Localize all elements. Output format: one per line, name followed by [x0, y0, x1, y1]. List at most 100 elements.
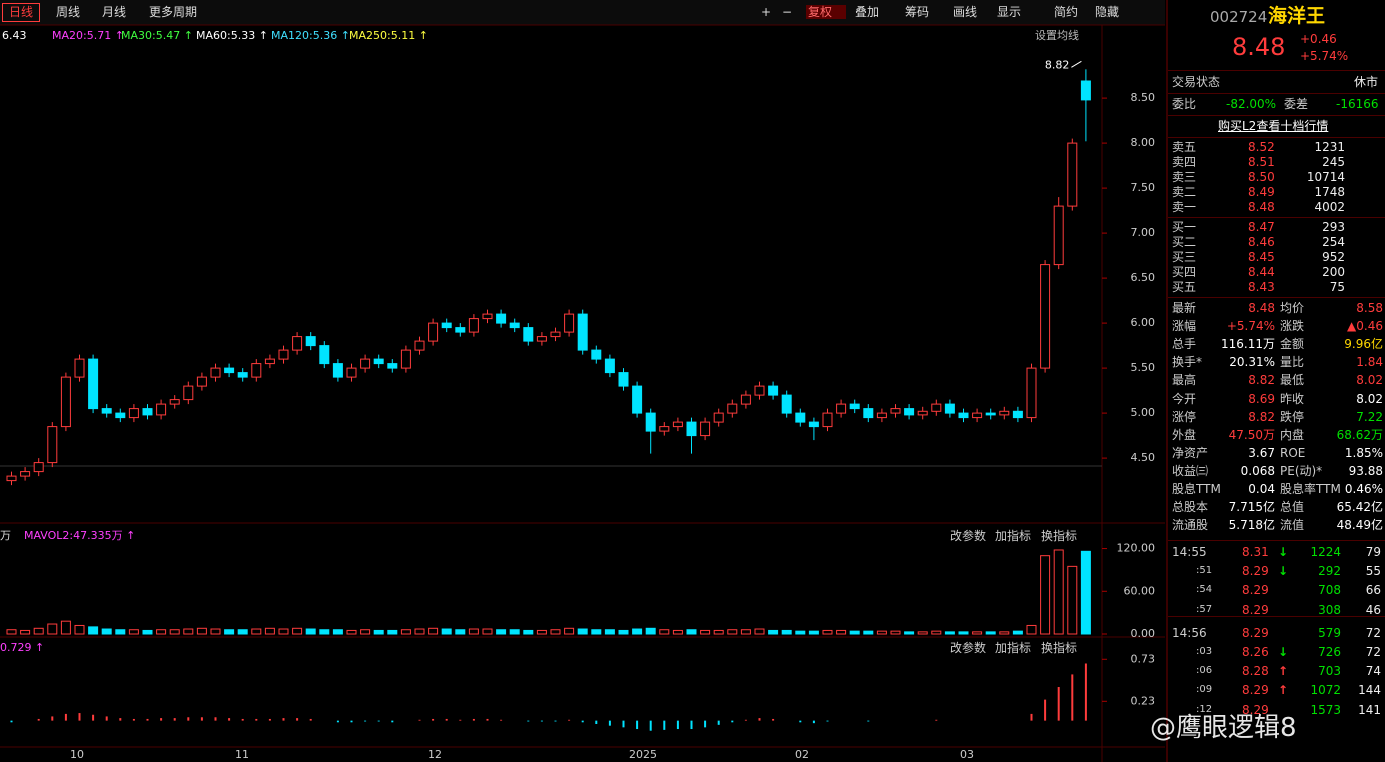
tick-count: 79 [1365, 545, 1381, 559]
annotation-arrow [1071, 60, 1082, 68]
candle-body [468, 318, 479, 333]
toolbar-button[interactable]: 叠加 [855, 5, 880, 19]
volume-bar [727, 629, 738, 635]
volume-bar [278, 628, 289, 635]
volume-bar [237, 629, 248, 635]
toolbar-button[interactable]: 简约 [1054, 5, 1079, 19]
volume-bar [6, 629, 17, 635]
stat-value: 3.67 [1248, 445, 1275, 460]
volume-bar [142, 629, 153, 635]
stat-label: 涨跌 [1280, 319, 1305, 334]
tick-count: 55 [1365, 564, 1381, 579]
candle-body [496, 313, 507, 324]
book-label: 卖五 [1172, 140, 1197, 154]
period-tab[interactable]: 周线 [56, 5, 81, 19]
y-tick-label: 8.00 [1131, 136, 1156, 149]
indicator-button[interactable]: 加指标 [995, 641, 1032, 655]
indicator-button[interactable]: 换指标 [1041, 529, 1078, 543]
volume-bar [428, 627, 439, 635]
book-price: 8.51 [1248, 155, 1275, 169]
period-tab[interactable]: 日线 [2, 3, 41, 22]
period-tab[interactable]: 更多周期 [149, 5, 198, 19]
indicator-button[interactable]: 改参数 [950, 529, 987, 543]
ma-setting[interactable]: 设置均线 [1035, 29, 1079, 42]
toolbar-button[interactable]: 显示 [997, 5, 1022, 19]
stat-value: 5.718亿 [1228, 518, 1275, 533]
candle-body [169, 399, 180, 405]
candle-body [400, 349, 411, 369]
toolbar-button[interactable]: 复权 [806, 5, 847, 19]
candle-body [672, 421, 683, 428]
candle-body [319, 345, 330, 365]
stat-value: ▲0.46 [1347, 319, 1383, 334]
candle-body [373, 358, 384, 365]
volume-bar [890, 630, 901, 635]
l2-link[interactable]: 购买L2查看十档行情 [1218, 119, 1329, 133]
volume-bar [224, 629, 235, 635]
volume-bar [33, 627, 44, 635]
stat-label: ROE [1280, 445, 1306, 460]
stat-label: 昨收 [1280, 391, 1305, 406]
tick-price: 8.26 [1242, 645, 1269, 659]
stat-value: +5.74% [1226, 319, 1275, 334]
candle-body [224, 367, 235, 374]
candle-body [156, 403, 167, 416]
candle-body [632, 385, 643, 414]
volume-bar [332, 629, 343, 635]
book-volume: 254 [1322, 235, 1345, 249]
volume-bar [618, 629, 629, 635]
toolbar-button[interactable]: − [782, 5, 793, 19]
toolbar [0, 0, 1165, 25]
candle-body [1026, 367, 1037, 419]
stat-value: 8.02 [1356, 373, 1383, 388]
tick-price: 8.29 [1242, 602, 1269, 617]
volume-bar [1040, 555, 1051, 635]
book-price: 8.47 [1248, 220, 1275, 234]
candle-body [795, 412, 806, 423]
tick-volume: 1573 [1310, 702, 1341, 717]
x-tick-label: 10 [70, 748, 84, 761]
toolbar-button[interactable]: 筹码 [905, 5, 930, 19]
stat-label: 最新 [1172, 301, 1197, 315]
stat-value: 93.88 [1348, 463, 1383, 478]
stat-label: 流值 [1280, 518, 1305, 533]
stat-label: 金额 [1280, 337, 1305, 352]
candle-body [985, 412, 996, 416]
toolbar-button[interactable]: 画线 [953, 5, 978, 19]
candle-body [604, 358, 615, 374]
stat-value: 47.50万 [1228, 427, 1275, 442]
indicator-button[interactable]: 加指标 [995, 529, 1032, 543]
indicator-button[interactable]: 换指标 [1041, 641, 1078, 655]
candle-body [645, 412, 656, 432]
y-tick-label: 6.00 [1131, 316, 1156, 329]
toolbar-button[interactable]: + [761, 5, 772, 19]
volume-bar [672, 629, 683, 635]
book-volume: 10714 [1306, 170, 1345, 184]
candle-body [428, 322, 439, 342]
y-tick-label: 60.00 [1124, 584, 1156, 597]
book-label: 卖三 [1172, 170, 1197, 184]
tick-time: 14:56 [1172, 625, 1207, 640]
tick-volume: 308 [1318, 602, 1341, 617]
stat-value: 8.69 [1248, 391, 1275, 406]
y-tick-label: 7.00 [1131, 226, 1156, 239]
period-tab[interactable]: 月线 [102, 5, 127, 19]
candle-body [305, 336, 316, 347]
y-tick-label: 5.00 [1131, 406, 1156, 419]
tick-count: 72 [1365, 625, 1381, 640]
indicator-button[interactable]: 改参数 [950, 641, 987, 655]
candle-body [550, 331, 561, 338]
change-pct: +5.74% [1300, 49, 1349, 63]
stat-value: 8.82 [1248, 373, 1275, 388]
toolbar-button[interactable]: 隐藏 [1095, 5, 1120, 19]
book-label: 卖一 [1172, 200, 1197, 214]
volume-bar [74, 624, 85, 635]
tick-arrow: ↓ [1278, 645, 1289, 659]
stat-value: 9.96亿 [1344, 337, 1383, 352]
candle-body [972, 412, 983, 419]
stat-label: 总手 [1172, 337, 1197, 352]
candle-body [822, 412, 833, 428]
volume-bar [88, 626, 99, 635]
book-volume: 4002 [1314, 200, 1345, 214]
volume-bar [659, 629, 670, 635]
